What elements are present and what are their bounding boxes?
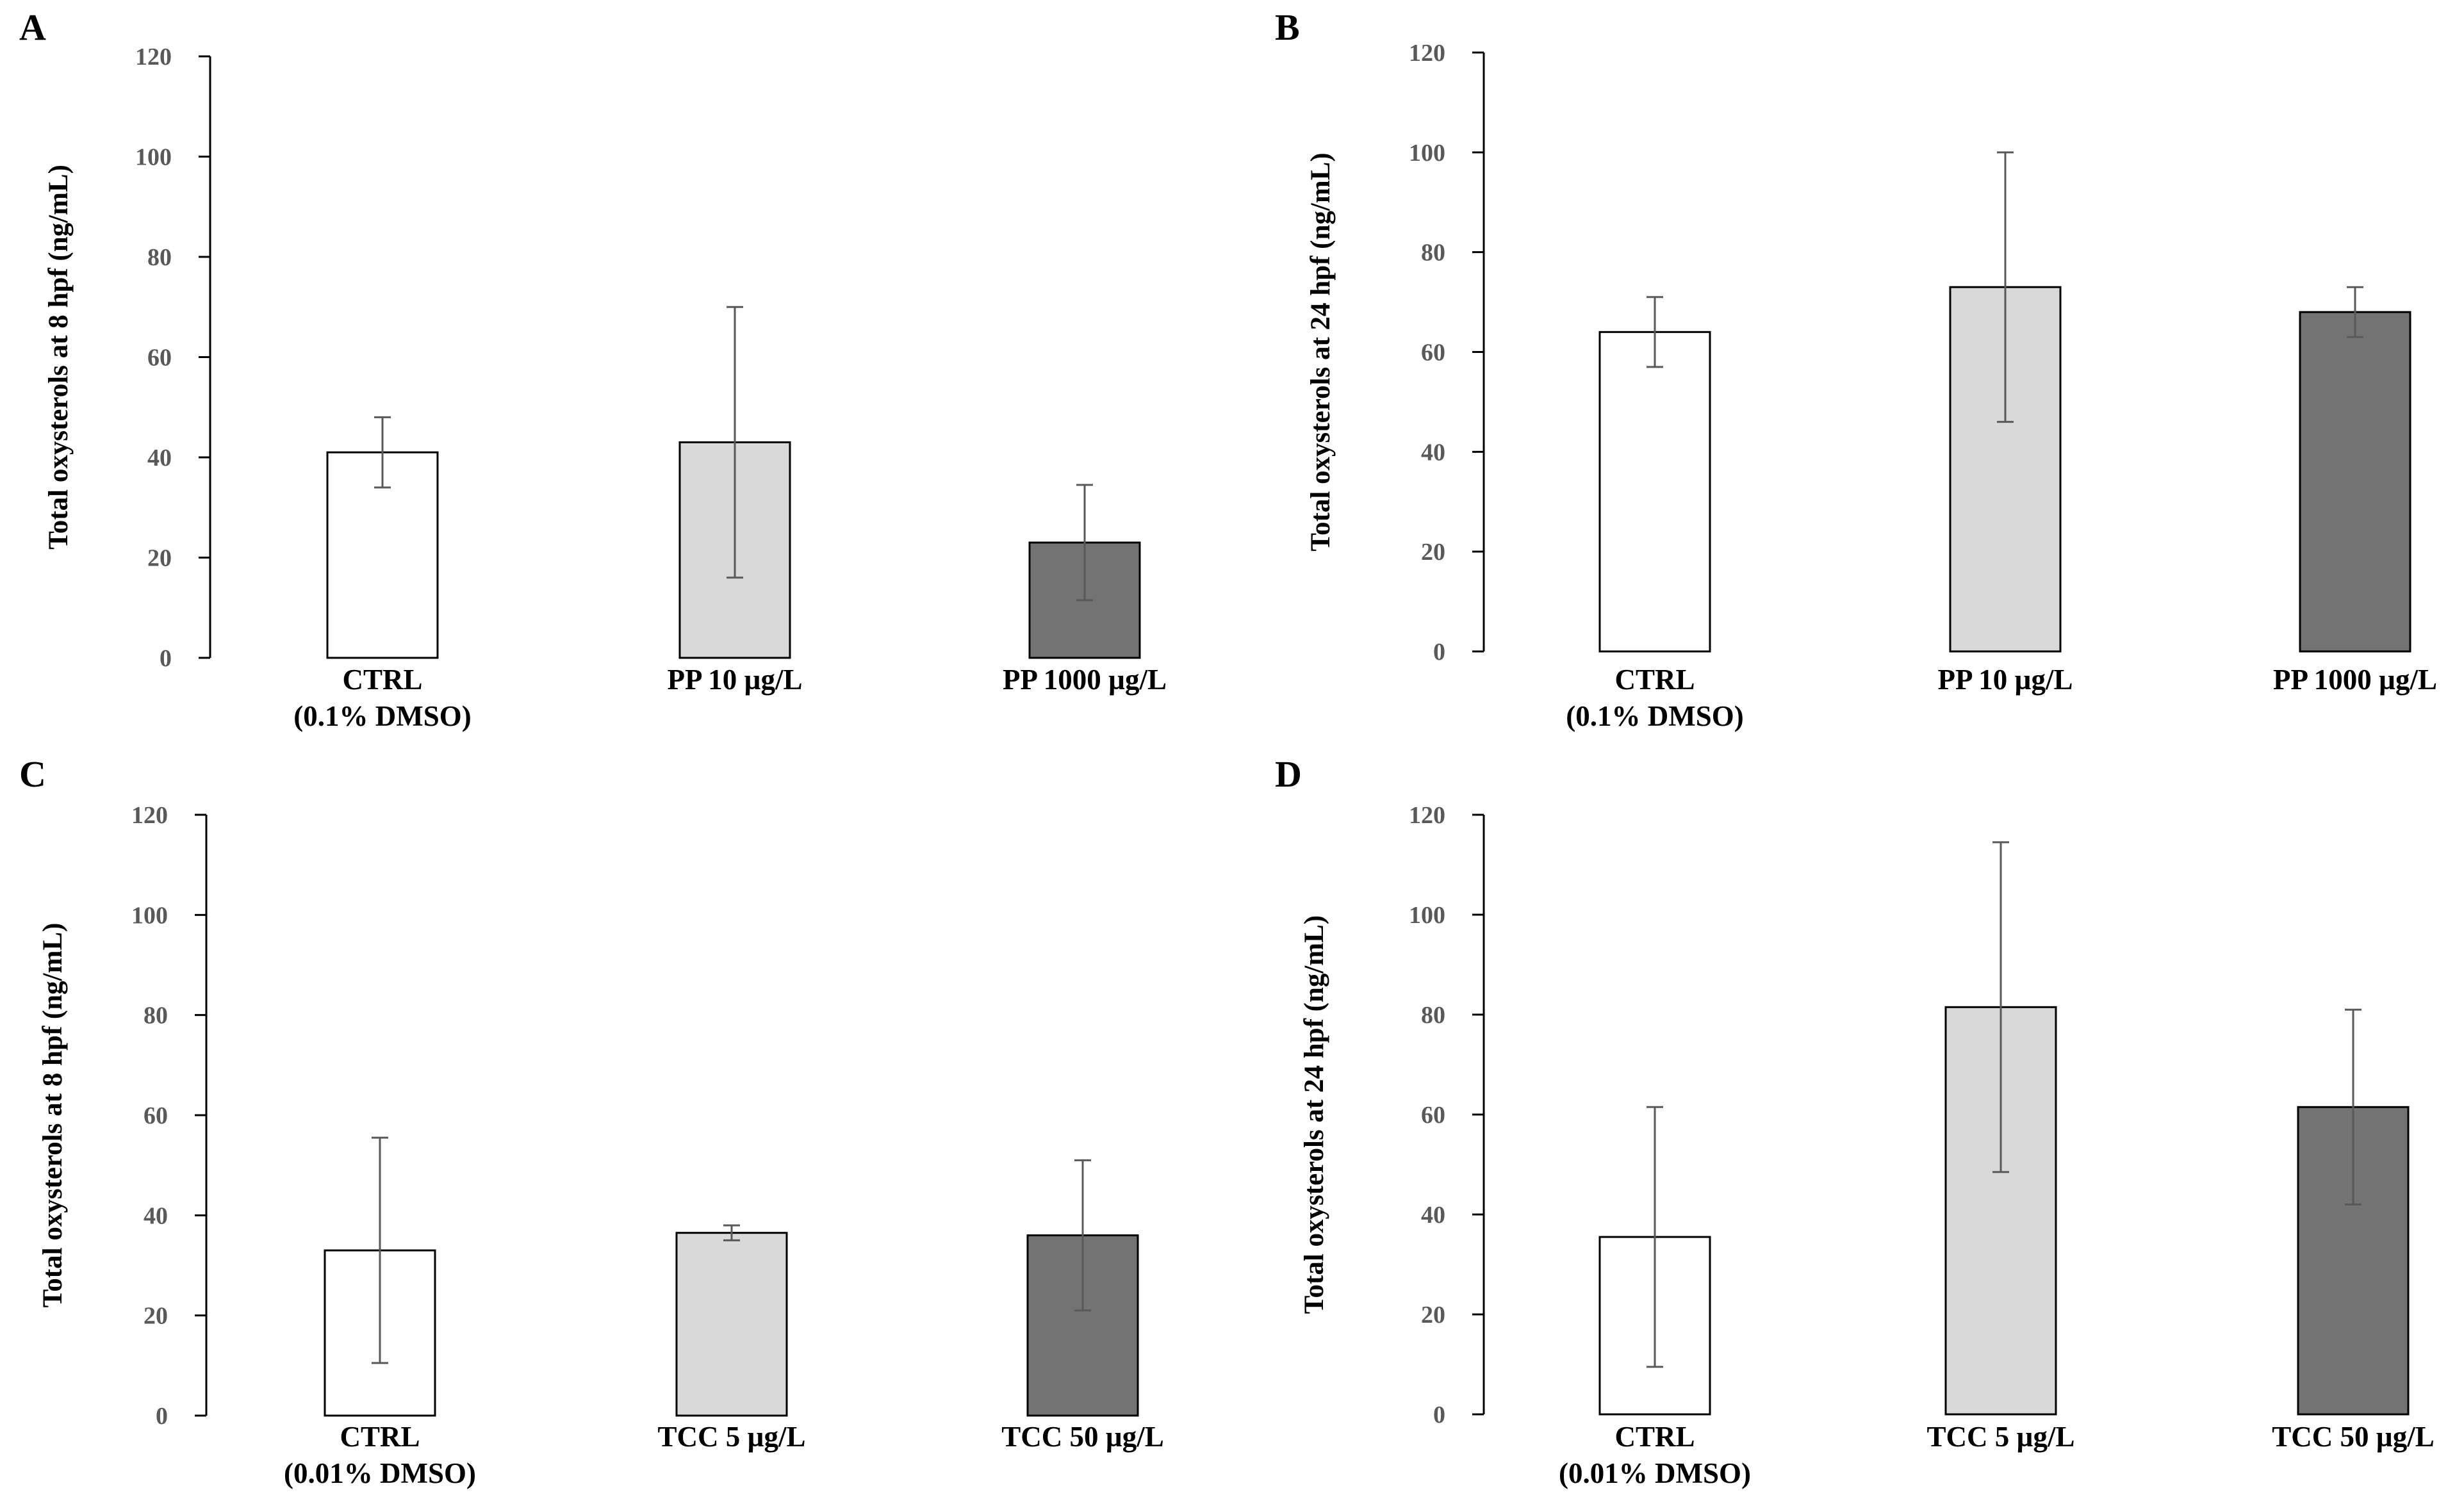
y-tick-label: 80 [1421, 240, 1445, 266]
chart-panel-b: B 0 20 40 60 80 100 120 Total oxysterols at 24 h… [1275, 6, 2437, 732]
y-tick-label: 0 [156, 1403, 168, 1430]
y-tick-label: 60 [147, 345, 172, 372]
x-category-label: PP 10 µg/L [668, 664, 803, 696]
y-tick-label: 100 [135, 144, 172, 171]
y-tick-label: 60 [144, 1102, 168, 1129]
y-tick-label: 120 [1409, 40, 1445, 67]
chart-panel-c: C 0 20 40 60 80 100 120 Total oxysterols at 8 hp… [19, 753, 1164, 1489]
x-category-label: CTRL [340, 1421, 420, 1453]
x-category-label: (0.01% DMSO) [1559, 1457, 1751, 1489]
y-tick-label: 20 [1421, 1302, 1445, 1328]
x-category-label: CTRL [1614, 1421, 1695, 1453]
x-category-label: TCC 5 µg/L [1927, 1421, 2075, 1453]
y-tick-label: 40 [144, 1202, 168, 1229]
x-category-label: TCC 50 µg/L [1001, 1421, 1163, 1453]
y-tick-label: 80 [1421, 1002, 1445, 1029]
y-tick-label: 20 [1421, 539, 1445, 566]
bar [1598, 331, 1711, 653]
y-tick-label: 80 [147, 244, 172, 271]
panel-letter: B [1275, 6, 1300, 48]
bar [2299, 311, 2411, 653]
y-tick-label: 0 [1433, 1402, 1445, 1428]
y-axis-title: Total oxysterols at 24 hpf (ng/mL) [1299, 915, 1329, 1314]
panel-letter: D [1275, 753, 1302, 795]
panel-letter: C [19, 753, 46, 795]
x-category-label: (0.1% DMSO) [293, 700, 471, 732]
y-tick-label: 0 [160, 645, 172, 672]
y-tick-label: 100 [1409, 902, 1445, 929]
y-axis-title: Total oxysterols at 24 hpf (ng/mL) [1306, 152, 1336, 551]
x-category-label: (0.1% DMSO) [1566, 700, 1743, 732]
y-tick-label: 120 [131, 802, 168, 829]
x-category-label: CTRL [1614, 664, 1695, 696]
y-tick-label: 60 [1421, 339, 1445, 366]
y-tick-label: 20 [144, 1303, 168, 1330]
y-tick-label: 0 [1433, 639, 1445, 666]
x-category-label: (0.01% DMSO) [284, 1457, 476, 1489]
y-tick-label: 40 [1421, 439, 1445, 466]
x-category-label: TCC 5 µg/L [658, 1421, 806, 1453]
y-tick-label: 120 [1409, 802, 1445, 829]
y-tick-label: 80 [144, 1002, 168, 1029]
x-category-label: PP 1000 µg/L [1003, 664, 1167, 696]
x-category-label: PP 10 µg/L [1938, 664, 2073, 696]
x-category-label: CTRL [342, 664, 422, 696]
chart-panel-d: D 0 20 40 60 80 100 120 Total oxysterols at 24 h… [1275, 753, 2435, 1489]
y-tick-label: 20 [147, 545, 172, 572]
y-tick-label: 100 [131, 902, 168, 929]
y-axis-title: Total oxysterols at 8 hpf (ng/mL) [44, 165, 74, 550]
panel-letter: A [19, 6, 46, 48]
x-category-label: TCC 50 µg/L [2272, 1421, 2434, 1453]
y-axis-title: Total oxysterols at 8 hpf (ng/mL) [38, 923, 68, 1308]
bar [675, 1232, 788, 1417]
y-tick-label: 100 [1409, 140, 1445, 167]
x-category-label: PP 1000 µg/L [2273, 664, 2437, 696]
y-tick-label: 120 [135, 44, 172, 70]
y-tick-label: 40 [147, 445, 172, 471]
y-tick-label: 40 [1421, 1202, 1445, 1229]
y-tick-label: 60 [1421, 1102, 1445, 1129]
chart-panel-a: A 0 20 40 60 80 100 120 Total oxysterols at 8 hp… [19, 6, 1167, 732]
